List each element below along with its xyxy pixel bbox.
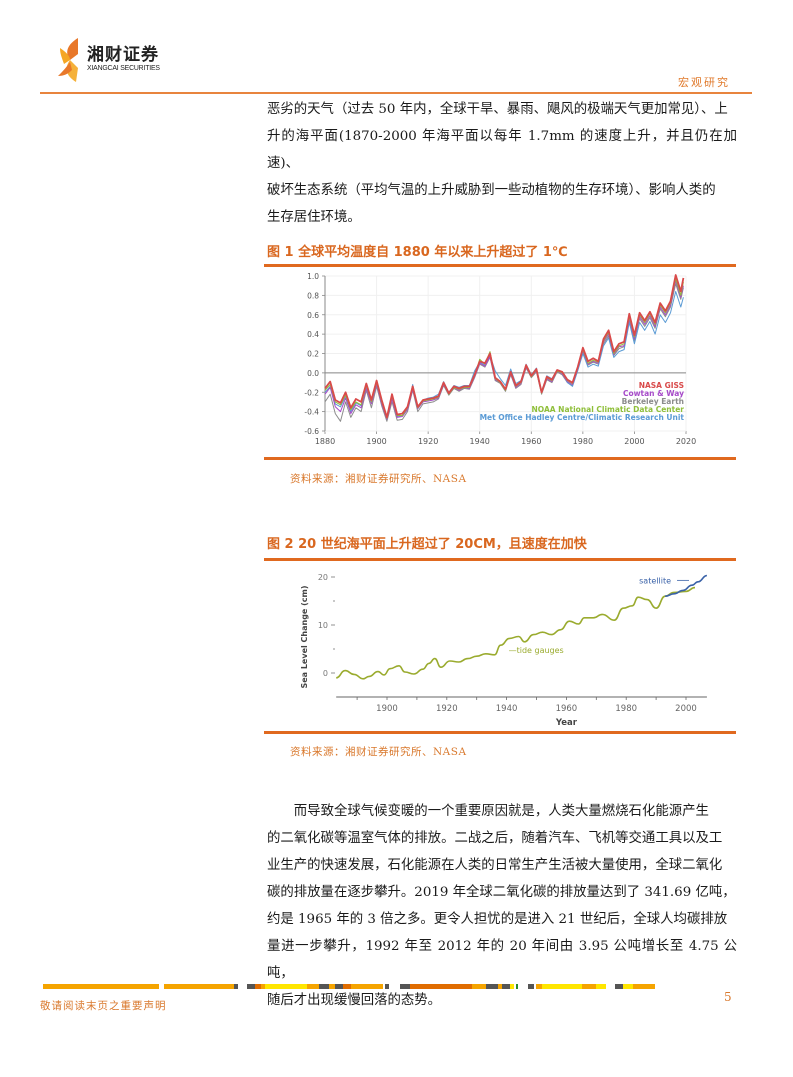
- svg-text:1.0: 1.0: [307, 272, 319, 281]
- svg-text:0.8: 0.8: [307, 291, 319, 300]
- logo-mark-icon: [58, 38, 78, 82]
- paragraph-line: 约是 1965 年的 3 倍之多。更令人担忧的是进入 21 世纪后，全球人均碳排…: [267, 912, 728, 927]
- temperature-line-chart: 1880 1900 1920 1940 1960 1980 2000 2020 1.0 0.8 0.…: [304, 272, 696, 446]
- body-paragraph: 而导致全球气候变暖的一个重要原因就是，人类大量燃烧石化能源产生 的二氧化碳等温室…: [267, 798, 737, 1014]
- paragraph-line: 恶劣的天气（过去 50 年内，全球干旱、暴雨、飓风的极端天气更加常见）、上: [267, 102, 728, 117]
- svg-text:1940: 1940: [470, 437, 490, 446]
- svg-text:Year: Year: [555, 718, 578, 728]
- svg-text:1920: 1920: [436, 704, 458, 714]
- paragraph-line: 的二氧化碳等温室气体的排放。二战之后，随着汽车、飞机等交通工具以及工: [267, 831, 723, 846]
- svg-text:-0.6: -0.6: [304, 427, 319, 436]
- figure1-title: 图 1 全球平均温度自 1880 年以来上升超过了 1℃: [267, 245, 568, 260]
- company-logo: 湘财证券 XIANGCAI SECURITIES: [56, 36, 176, 84]
- paragraph-line: 生存居住环境。: [267, 210, 361, 225]
- figure1-source: 资料来源：湘财证券研究所、NASA: [290, 473, 467, 485]
- paragraph-line: 随后才出现缓慢回落的态势。: [267, 993, 442, 1008]
- svg-text:0.4: 0.4: [307, 330, 319, 339]
- svg-text:0.2: 0.2: [307, 350, 319, 359]
- svg-text:1900: 1900: [376, 704, 398, 714]
- header-divider: [40, 92, 752, 94]
- section-tag: 宏观研究: [678, 76, 730, 89]
- svg-text:NASA GISS: NASA GISS: [639, 381, 684, 390]
- svg-text:Met Office Hadley Centre/Clima: Met Office Hadley Centre/Climatic Resear…: [480, 413, 685, 422]
- svg-text:1920: 1920: [418, 437, 438, 446]
- page-number: 5: [724, 990, 732, 1004]
- svg-text:0.0: 0.0: [307, 369, 319, 378]
- svg-text:1960: 1960: [556, 704, 578, 714]
- svg-text:Cowtan & Way: Cowtan & Way: [623, 389, 684, 398]
- svg-text:0: 0: [323, 669, 328, 678]
- figure2-top-rule: [264, 558, 736, 561]
- sea-level-line-chart: Sea Level Change (cm) 20 10 0 1900 1920 1940 19…: [300, 573, 708, 728]
- paragraph-line: 业生产的快速发展，石化能源在人类的日常生产生活被大量使用，全球二氧化: [267, 858, 723, 873]
- svg-text:—tide gauges: —tide gauges: [509, 646, 564, 655]
- figure1-bottom-rule: [264, 457, 736, 460]
- svg-text:0.6: 0.6: [307, 311, 319, 320]
- paragraph-line: 量进一步攀升，1992 年至 2012 年的 20 年间由 3.95 公吨增长至…: [267, 939, 737, 981]
- svg-text:2000: 2000: [675, 704, 697, 714]
- figure2-source: 资料来源：湘财证券研究所、NASA: [290, 746, 467, 758]
- svg-text:2020: 2020: [676, 437, 696, 446]
- svg-text:1880: 1880: [315, 437, 335, 446]
- temperature-chart: 1880 1900 1920 1940 1960 1980 2000 2020 1.0 0.8 0.…: [264, 267, 736, 453]
- figure2-bottom-rule: [264, 731, 736, 734]
- svg-text:20: 20: [318, 573, 328, 582]
- intro-paragraph: 恶劣的天气（过去 50 年内，全球干旱、暴雨、飓风的极端天气更加常见）、上 升的…: [267, 96, 737, 231]
- paragraph-line: 碳的排放量在逐步攀升。2019 年全球二氧化碳的排放量达到了 341.69 亿吨…: [267, 885, 736, 900]
- svg-text:2000: 2000: [624, 437, 644, 446]
- svg-text:NOAA National Climatic Data Ce: NOAA National Climatic Data Center: [532, 405, 685, 414]
- svg-text:-0.4: -0.4: [304, 408, 319, 417]
- svg-text:1980: 1980: [615, 704, 637, 714]
- logo-english-name: XIANGCAI SECURITIES: [87, 63, 160, 72]
- sea-level-chart: Sea Level Change (cm) 20 10 0 1900 1920 1940 19…: [264, 561, 736, 731]
- paragraph-line: 破坏生态系统（平均气温的上升威胁到一些动植物的生存环境）、影响人类的: [267, 183, 716, 198]
- svg-text:-0.2: -0.2: [304, 388, 319, 397]
- svg-text:1960: 1960: [521, 437, 541, 446]
- svg-text:Berkeley Earth: Berkeley Earth: [622, 397, 684, 406]
- figure1-top-rule: [264, 264, 736, 267]
- paragraph-line: 升的海平面(1870-2000 年海平面以每年 1.7mm 的速度上升，并且仍在…: [267, 129, 737, 171]
- disclaimer-note: 敬请阅读末页之重要声明: [40, 1000, 167, 1012]
- svg-text:1980: 1980: [573, 437, 593, 446]
- figure2-title: 图 2 20 世纪海平面上升超过了 20CM，且速度在加快: [267, 537, 587, 552]
- svg-text:10: 10: [318, 621, 328, 630]
- logo-chinese-name: 湘财证券: [87, 45, 159, 65]
- svg-text:satellite: satellite: [639, 576, 671, 585]
- svg-text:1940: 1940: [496, 704, 518, 714]
- svg-text:1900: 1900: [366, 437, 386, 446]
- paragraph-line: 而导致全球气候变暖的一个重要原因就是，人类大量燃烧石化能源产生: [293, 804, 709, 819]
- footer-decorative-stripe: [43, 984, 655, 989]
- svg-text:Sea Level Change (cm): Sea Level Change (cm): [300, 585, 309, 688]
